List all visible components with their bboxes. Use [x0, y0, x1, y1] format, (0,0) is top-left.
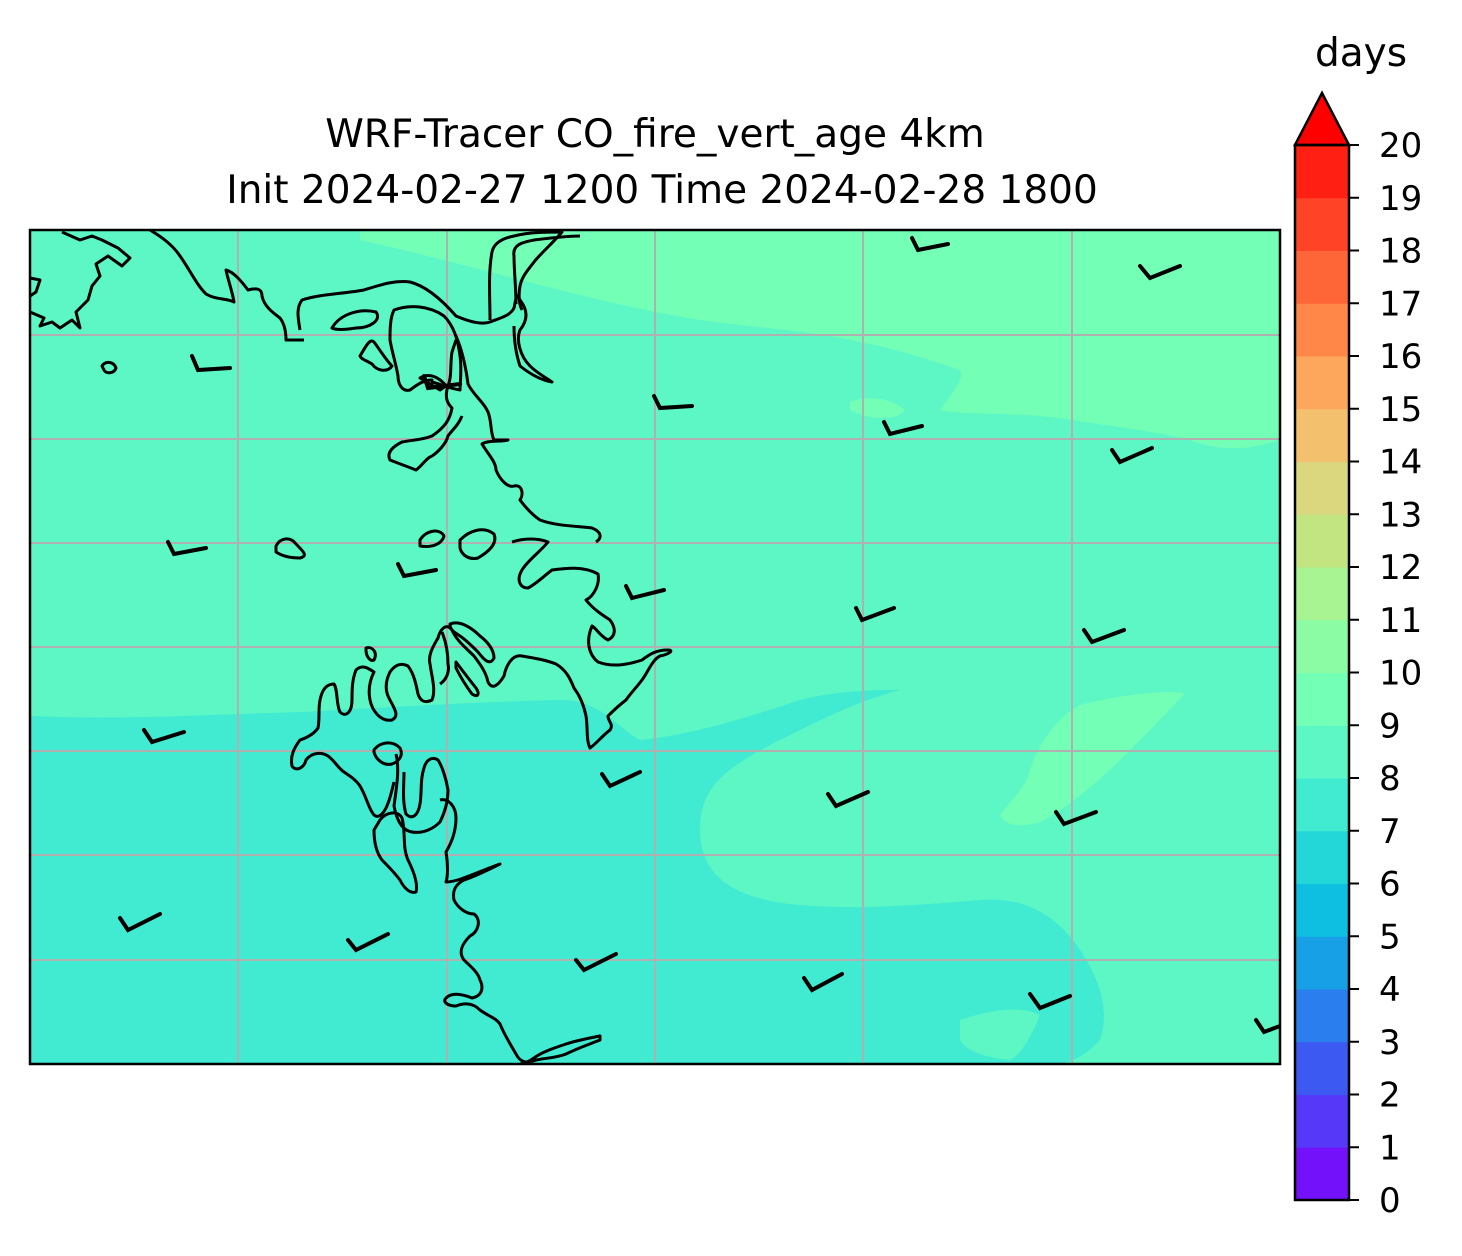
colorbar-tick-label: 1	[1379, 1128, 1401, 1168]
colorbar-tick-label: 19	[1379, 179, 1422, 219]
colorbar-band	[1295, 672, 1349, 726]
field-band-8-9-patch	[850, 677, 910, 689]
colorbar-tick-label: 12	[1379, 548, 1422, 588]
colorbar-band	[1295, 1147, 1349, 1201]
colorbar-band	[1295, 830, 1349, 884]
colorbar-tick-label: 20	[1379, 126, 1422, 166]
map-frame	[28, 228, 1282, 1066]
wind-barb	[826, 790, 870, 809]
colorbar-extend-arrow	[1292, 90, 1352, 147]
colorbar-band	[1295, 514, 1349, 568]
colorbar-tick-label: 14	[1379, 443, 1422, 483]
colorbar-unit: days	[1315, 31, 1407, 76]
field-band-9-10	[360, 230, 1280, 449]
colorbar-tick-label: 10	[1379, 654, 1422, 694]
colorbar-tick-label: 8	[1379, 759, 1401, 799]
colorbar-band	[1295, 989, 1349, 1043]
colorbar-tick-label: 2	[1379, 1076, 1401, 1116]
wind-barb	[600, 770, 642, 789]
field-band-7-8	[30, 690, 1104, 1064]
colorbar-tick-label: 16	[1379, 337, 1422, 377]
wind-barb	[166, 540, 208, 557]
colorbar-tick-label: 15	[1379, 390, 1422, 430]
colorbar-band	[1295, 883, 1349, 937]
map-panel	[30, 230, 1280, 1064]
colorbar-tick-label: 13	[1379, 495, 1422, 535]
colorbar-tick-label: 4	[1379, 970, 1401, 1010]
wind-barb	[1082, 628, 1126, 645]
wind-barb	[854, 606, 896, 623]
wind-barb	[652, 394, 694, 411]
wind-barb	[882, 420, 924, 437]
colorbar-tick-label: 17	[1379, 284, 1422, 324]
map-title-line2: Init 2024-02-27 1200 Time 2024-02-28 180…	[226, 168, 1098, 213]
wind-barb	[574, 952, 618, 973]
wind-barb	[1054, 810, 1098, 827]
wind-barb	[1254, 1018, 1280, 1035]
colorbar-tick-label: 7	[1379, 812, 1401, 852]
colorbar-tick-label: 18	[1379, 232, 1422, 272]
wind-barb	[118, 912, 162, 933]
colorbar-tick-label: 0	[1379, 1181, 1401, 1221]
colorbar-band	[1295, 461, 1349, 515]
colorbar-tick-label: 6	[1379, 865, 1401, 905]
colorbar-band	[1295, 145, 1349, 199]
colorbar-band	[1295, 567, 1349, 621]
wind-barb	[1110, 446, 1154, 465]
wind-barb	[142, 728, 186, 745]
wind-barb	[1138, 264, 1182, 281]
coastline	[30, 230, 673, 1064]
map-title-line1: WRF-Tracer CO_fire_vert_age 4km	[325, 112, 984, 157]
colorbar-band	[1295, 303, 1349, 357]
wind-barb	[396, 562, 438, 579]
field-band-8-9-patch	[960, 1009, 1040, 1060]
field-band-9-10	[1000, 692, 1185, 826]
colorbar-band	[1295, 725, 1349, 779]
wind-barb	[1028, 992, 1072, 1011]
colorbar-tick-label: 11	[1379, 601, 1422, 641]
colorbar-band	[1295, 619, 1349, 673]
wind-barb	[910, 236, 950, 253]
colorbar-band	[1295, 1041, 1349, 1095]
colorbar-band	[1295, 1094, 1349, 1148]
colorbar-tick-label: 5	[1379, 917, 1401, 957]
colorbar-tick-label: 3	[1379, 1023, 1401, 1063]
wind-barb	[422, 374, 462, 391]
colorbar-tick-label: 9	[1379, 706, 1401, 746]
colorbar-band	[1295, 250, 1349, 304]
wind-barb	[190, 354, 232, 373]
wind-barb	[624, 584, 666, 601]
colorbar-band	[1295, 936, 1349, 990]
colorbar-band	[1295, 197, 1349, 251]
colorbar-band	[1295, 778, 1349, 832]
wind-barb	[802, 972, 844, 993]
wind-barb	[346, 932, 390, 953]
colorbar-band	[1295, 408, 1349, 462]
wind-barbs	[118, 236, 1280, 1035]
colorbar-band	[1295, 356, 1349, 410]
